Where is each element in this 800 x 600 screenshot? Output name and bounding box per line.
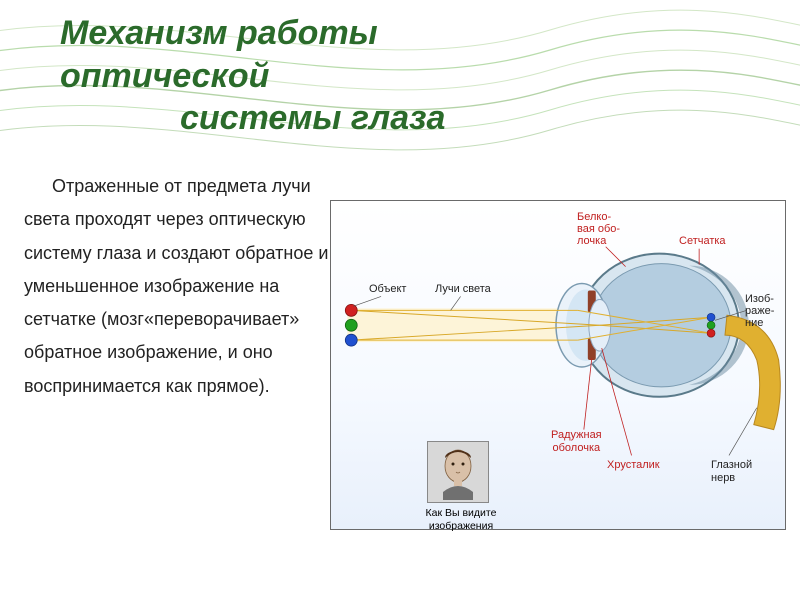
- title-line-3: системы глаза: [180, 97, 740, 140]
- title-line-1: Механизм работы: [60, 12, 740, 55]
- page-title: Механизм работы оптической системы глаза: [60, 12, 740, 140]
- body-paragraph: Отраженные от предмета лучи света проход…: [24, 170, 334, 403]
- label-retina: Сетчатка: [679, 235, 726, 247]
- label-object: Объект: [369, 283, 406, 295]
- label-image: Изоб- раже- ние: [745, 293, 774, 329]
- label-rays: Лучи света: [435, 283, 491, 295]
- label-lens: Хрусталик: [607, 459, 660, 471]
- paragraph-text: Отраженные от предмета лучи света проход…: [24, 170, 334, 403]
- eye-diagram: Объект Лучи света Белко- вая обо- лочка …: [330, 200, 786, 530]
- face-icon: [433, 444, 483, 500]
- title-line-2: оптической: [60, 55, 740, 98]
- face-caption: Как Вы видите изображения: [411, 507, 511, 532]
- label-sclera: Белко- вая обо- лочка: [577, 211, 620, 247]
- face-inset: [427, 441, 489, 503]
- label-nerve: Глазной нерв: [711, 459, 752, 484]
- label-iris: Радужная оболочка: [551, 429, 602, 454]
